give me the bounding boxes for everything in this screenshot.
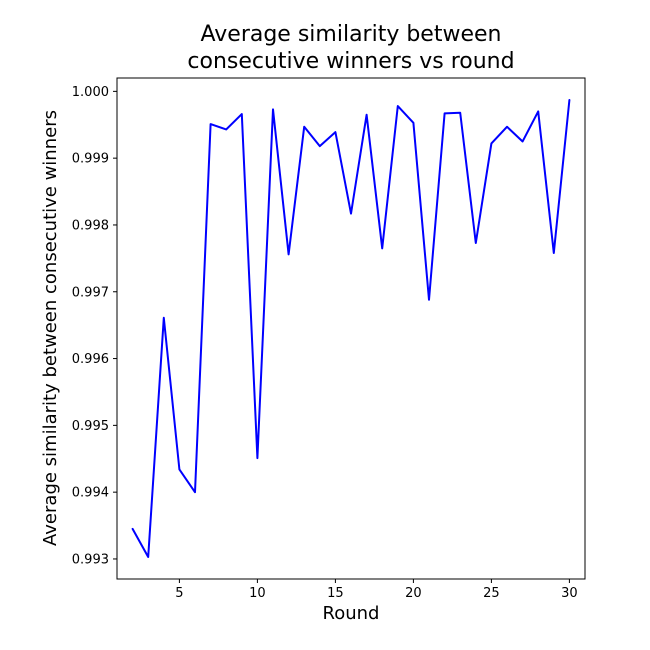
y-tick-label: 0.998 — [72, 218, 109, 233]
x-tick-label: 30 — [561, 586, 578, 601]
x-tick-label: 10 — [249, 586, 266, 601]
y-tick-label: 1.000 — [72, 85, 109, 100]
x-tick-label: 25 — [483, 586, 500, 601]
series-line — [131, 99, 571, 558]
series-group — [131, 99, 571, 558]
chart-title-line-2: consecutive winners vs round — [187, 49, 515, 74]
x-axis-label: Round — [322, 603, 380, 624]
x-tick-label: 20 — [405, 586, 422, 601]
x-tick-label: 15 — [327, 586, 344, 601]
y-tick-label: 0.995 — [72, 419, 109, 434]
chart-title-line-1: Average similarity between — [200, 22, 502, 47]
x-tick-label: 5 — [175, 586, 183, 601]
y-tick-label: 0.997 — [72, 285, 109, 300]
y-tick-label: 0.993 — [72, 552, 109, 567]
x-axis-ticks: 5 10 15 20 25 30 — [175, 579, 578, 601]
y-tick-label: 0.994 — [72, 486, 109, 501]
plot-area-frame — [116, 77, 586, 580]
y-axis-ticks: 0.993 0.994 0.995 0.996 0.997 0.998 0.999 1.000 — [72, 85, 117, 567]
y-tick-label: 0.996 — [72, 352, 109, 367]
y-axis-label: Average similarity between consecutive w… — [40, 110, 61, 546]
y-tick-label: 0.999 — [72, 152, 109, 167]
